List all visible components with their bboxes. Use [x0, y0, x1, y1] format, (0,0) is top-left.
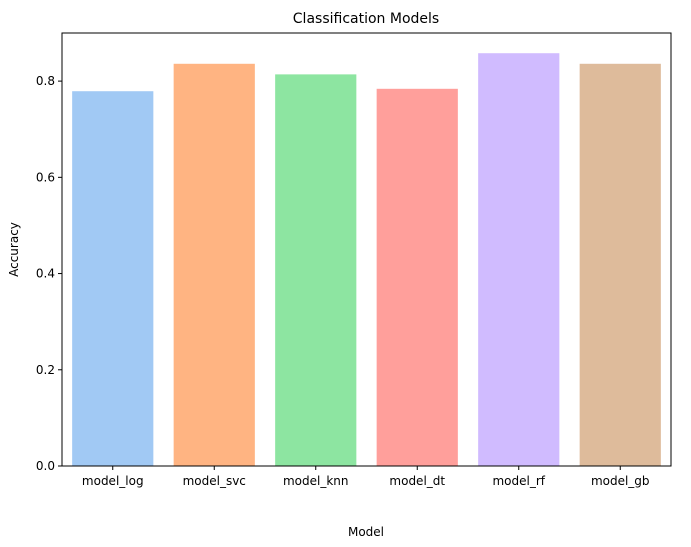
x-tick-label: model_knn — [283, 474, 349, 488]
y-tick-label: 0.4 — [36, 267, 55, 281]
plot-frame — [61, 32, 672, 467]
y-axis-label: Accuracy — [7, 222, 21, 277]
chart-title: Classification Models — [293, 11, 439, 27]
x-tick-label: model_rf — [492, 474, 545, 488]
y-tick-label: 0.8 — [36, 74, 55, 88]
bar-model_knn — [275, 74, 357, 467]
y-tick-label: 0.6 — [36, 170, 55, 184]
y-axis: 0.0 0.2 0.4 0.6 0.8 — [36, 74, 62, 473]
bar-model_log — [72, 91, 154, 466]
x-tick-label: model_log — [82, 474, 144, 488]
x-axis: model_log model_svc model_knn model_dt model… — [82, 466, 650, 488]
bar-model_rf — [478, 53, 560, 466]
bar-model_gb — [579, 63, 661, 467]
bars-group — [72, 53, 661, 467]
y-tick-label: 0.0 — [36, 459, 55, 473]
x-axis-label: Model — [348, 525, 384, 539]
bar-model_dt — [376, 88, 458, 466]
x-tick-label: model_svc — [183, 474, 246, 488]
bar-model_svc — [173, 63, 255, 467]
x-tick-label: model_dt — [389, 474, 445, 488]
y-tick-label: 0.2 — [36, 363, 55, 377]
x-tick-label: model_gb — [591, 474, 650, 488]
